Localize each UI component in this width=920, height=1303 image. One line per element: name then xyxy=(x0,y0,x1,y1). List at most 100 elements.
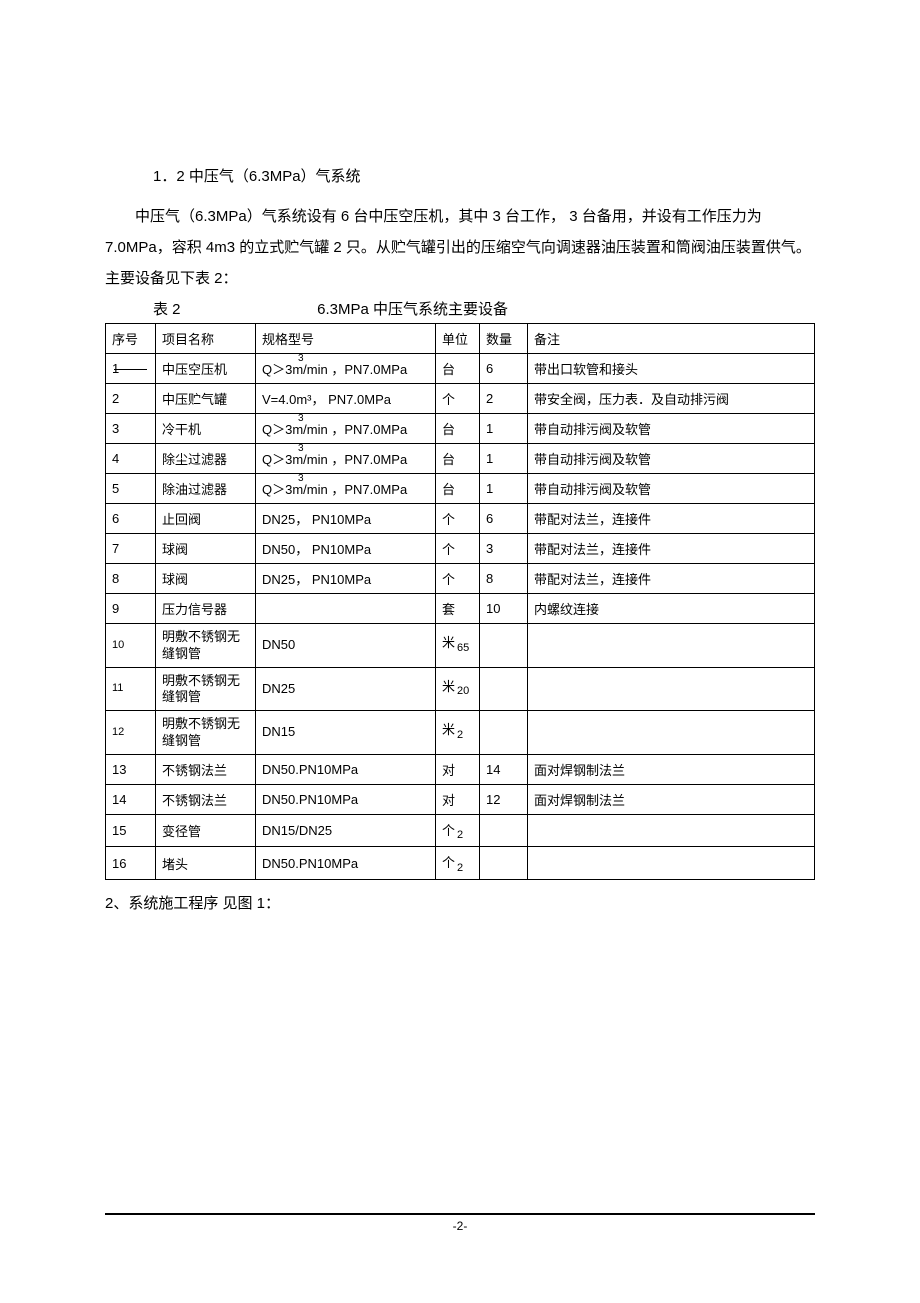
cell-spec xyxy=(256,594,436,624)
cell-seq: 10 xyxy=(106,624,156,668)
cell-qty: 8 xyxy=(480,564,528,594)
col-spec: 规格型号 xyxy=(256,324,436,354)
cell-spec: DN50.PN10MPa xyxy=(256,784,436,814)
cell-unit: 米65 xyxy=(436,624,480,668)
table-row: 9压力信号器套10内螺纹连接 xyxy=(106,594,815,624)
cell-remark: 带出口软管和接头 xyxy=(528,354,815,384)
cell-spec: DN25， PN10MPa xyxy=(256,564,436,594)
cell-seq: 11 xyxy=(106,667,156,711)
cell-seq: 12 xyxy=(106,711,156,755)
cell-name: 堵头 xyxy=(156,847,256,880)
cell-name: 中压贮气罐 xyxy=(156,384,256,414)
cell-spec: DN50 xyxy=(256,624,436,668)
cell-spec: Q＞3m/min ，PN7.0MPa xyxy=(256,354,436,384)
cell-unit: 台 xyxy=(436,474,480,504)
cell-spec: Q＞3m/min ，PN7.0MPa xyxy=(256,414,436,444)
cell-remark: 带安全阀，压力表．及自动排污阀 xyxy=(528,384,815,414)
page-number: -2- xyxy=(105,1219,815,1233)
table-row: 11明敷不锈钢无缝钢管DN25米20 xyxy=(106,667,815,711)
cell-remark xyxy=(528,847,815,880)
cell-remark: 面对焊钢制法兰 xyxy=(528,754,815,784)
cell-spec: DN25 xyxy=(256,667,436,711)
cell-name: 止回阀 xyxy=(156,504,256,534)
cell-qty: 6 xyxy=(480,354,528,384)
table-row: 16堵头DN50.PN10MPa个2 xyxy=(106,847,815,880)
cell-qty: 12 xyxy=(480,784,528,814)
cell-seq: 3 xyxy=(106,414,156,444)
cell-unit: 个 xyxy=(436,384,480,414)
cell-seq: 4 xyxy=(106,444,156,474)
cell-name: 除油过滤器 xyxy=(156,474,256,504)
table-row: 4除尘过滤器Q＞3m/min ，PN7.0MPa台1带自动排污阀及软管 xyxy=(106,444,815,474)
cell-seq: 6 xyxy=(106,504,156,534)
cell-unit: 台 xyxy=(436,444,480,474)
cell-unit: 个 xyxy=(436,564,480,594)
cell-name: 明敷不锈钢无缝钢管 xyxy=(156,711,256,755)
cell-name: 球阀 xyxy=(156,564,256,594)
caption-right: 6.3MPa 中压气系统主要设备 xyxy=(317,301,508,318)
cell-remark: 带配对法兰，连接件 xyxy=(528,564,815,594)
cell-seq: 16 xyxy=(106,847,156,880)
cell-name: 不锈钢法兰 xyxy=(156,754,256,784)
footer-rule xyxy=(105,1213,815,1215)
cell-qty: 14 xyxy=(480,754,528,784)
cell-unit: 个 xyxy=(436,534,480,564)
cell-spec: DN15/DN25 xyxy=(256,814,436,847)
table-row: 10明敷不锈钢无缝钢管DN50米65 xyxy=(106,624,815,668)
col-unit: 单位 xyxy=(436,324,480,354)
cell-seq: 5 xyxy=(106,474,156,504)
cell-seq: 2 xyxy=(106,384,156,414)
table-row: 3冷干机Q＞3m/min ，PN7.0MPa台1带自动排污阀及软管 xyxy=(106,414,815,444)
cell-qty: 1 xyxy=(480,474,528,504)
table-row: 8球阀DN25， PN10MPa个8带配对法兰，连接件 xyxy=(106,564,815,594)
cell-unit: 米20 xyxy=(436,667,480,711)
cell-name: 明敷不锈钢无缝钢管 xyxy=(156,667,256,711)
table-row: 13不锈钢法兰DN50.PN10MPa对14面对焊钢制法兰 xyxy=(106,754,815,784)
cell-seq: 1 xyxy=(106,354,156,384)
cell-spec: Q＞3m/min ，PN7.0MPa xyxy=(256,444,436,474)
table-caption: 表 2 6.3MPa 中压气系统主要设备 xyxy=(153,298,815,319)
table-row: 2中压贮气罐V=4.0m³， PN7.0MPa个2带安全阀，压力表．及自动排污阀 xyxy=(106,384,815,414)
cell-spec: DN50.PN10MPa xyxy=(256,754,436,784)
table-row: 15变径管DN15/DN25个2 xyxy=(106,814,815,847)
cell-name: 冷干机 xyxy=(156,414,256,444)
cell-unit: 套 xyxy=(436,594,480,624)
cell-remark: 带自动排污阀及软管 xyxy=(528,414,815,444)
cell-remark xyxy=(528,667,815,711)
cell-remark xyxy=(528,814,815,847)
cell-spec: Q＞3m/min ，PN7.0MPa xyxy=(256,474,436,504)
table-row: 1中压空压机Q＞3m/min ，PN7.0MPa台6带出口软管和接头 xyxy=(106,354,815,384)
cell-unit: 个 xyxy=(436,504,480,534)
cell-qty xyxy=(480,624,528,668)
cell-qty: 10 xyxy=(480,594,528,624)
cell-qty: 2 xyxy=(480,384,528,414)
caption-left: 表 2 xyxy=(153,298,313,319)
intro-paragraph: 中压气（6.3MPa）气系统设有 6 台中压空压机，其中 3 台工作， 3 台备… xyxy=(105,202,815,294)
cell-qty xyxy=(480,847,528,880)
cell-qty: 1 xyxy=(480,414,528,444)
table-body: 1中压空压机Q＞3m/min ，PN7.0MPa台6带出口软管和接头2中压贮气罐… xyxy=(106,354,815,880)
cell-remark xyxy=(528,711,815,755)
cell-name: 球阀 xyxy=(156,534,256,564)
col-remark: 备注 xyxy=(528,324,815,354)
cell-remark: 面对焊钢制法兰 xyxy=(528,784,815,814)
cell-qty: 1 xyxy=(480,444,528,474)
cell-remark: 内螺纹连接 xyxy=(528,594,815,624)
table-row: 7球阀DN50， PN10MPa个3带配对法兰，连接件 xyxy=(106,534,815,564)
cell-unit: 个2 xyxy=(436,814,480,847)
col-name: 项目名称 xyxy=(156,324,256,354)
cell-seq: 14 xyxy=(106,784,156,814)
table-row: 14不锈钢法兰DN50.PN10MPa对12面对焊钢制法兰 xyxy=(106,784,815,814)
equipment-table: 序号 项目名称 规格型号 单位 数量 备注 1中压空压机Q＞3m/min ，PN… xyxy=(105,323,815,880)
cell-remark: 带自动排污阀及软管 xyxy=(528,444,815,474)
cell-name: 中压空压机 xyxy=(156,354,256,384)
cell-remark: 带自动排污阀及软管 xyxy=(528,474,815,504)
cell-seq: 13 xyxy=(106,754,156,784)
cell-name: 变径管 xyxy=(156,814,256,847)
table-row: 5除油过滤器Q＞3m/min ，PN7.0MPa台1带自动排污阀及软管 xyxy=(106,474,815,504)
cell-unit: 台 xyxy=(436,354,480,384)
section-heading: 1．2 中压气（6.3MPa）气系统 xyxy=(153,165,815,186)
cell-qty xyxy=(480,814,528,847)
cell-qty: 3 xyxy=(480,534,528,564)
cell-seq: 15 xyxy=(106,814,156,847)
